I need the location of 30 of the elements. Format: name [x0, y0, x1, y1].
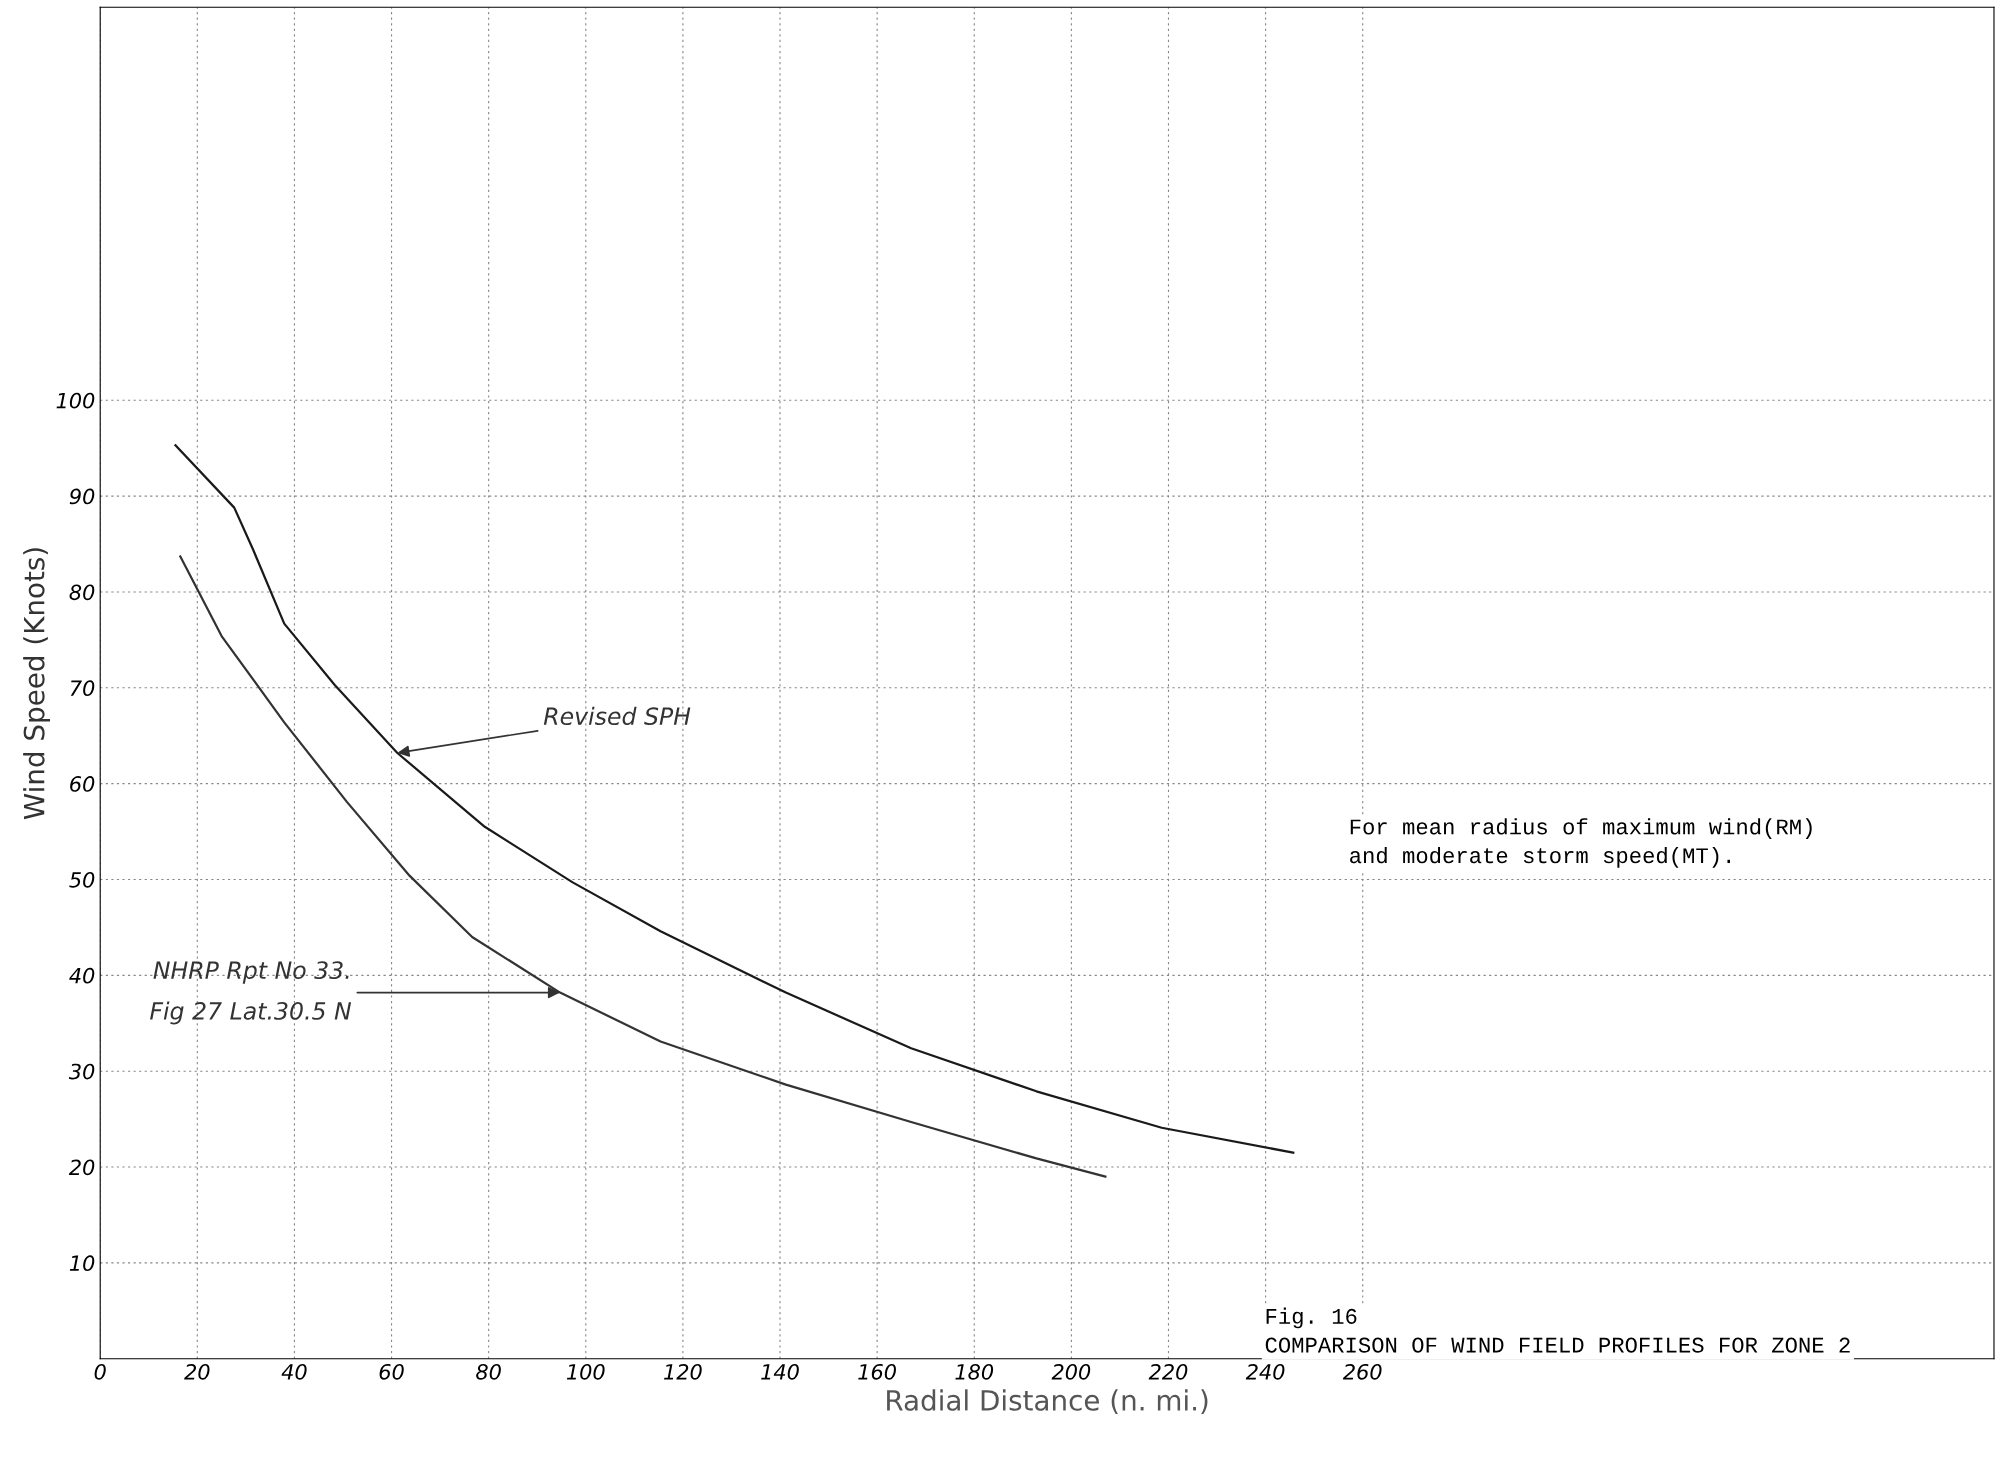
- y-tick-label: 40: [69, 967, 95, 984]
- y-tick-label: 90: [69, 488, 95, 505]
- x-tick-label: 60: [379, 1363, 404, 1380]
- annotation: Fig. 16 COMPARISON OF WIND FIELD PROFILES FOR ZONE 2: [1265, 1307, 1850, 1353]
- annotation: Revised SPH: [543, 706, 691, 726]
- x-tick-label: 20: [184, 1363, 210, 1380]
- annotation: For mean radius of maximum wind(RM) and moderate storm speed(MT).: [1350, 818, 1812, 868]
- x-tick-label: 100: [566, 1363, 605, 1380]
- x-tick-label: 200: [1051, 1363, 1091, 1380]
- x-tick-label: 260: [1342, 1363, 1382, 1380]
- x-tick-label: 120: [664, 1363, 702, 1380]
- x-axis-title: Radial Distance (n. mi.): [887, 1389, 1208, 1415]
- x-tick-label: 240: [1245, 1363, 1285, 1380]
- y-tick-label: 20: [68, 1159, 95, 1176]
- y-tick-label: 70: [70, 680, 95, 697]
- y-axis-title: Wind Speed (Knots): [23, 548, 51, 820]
- y-tick-label: 10: [69, 1255, 95, 1272]
- x-tick-label: 80: [476, 1363, 501, 1380]
- y-tick-label: 30: [68, 1063, 95, 1080]
- x-tick-label: 160: [858, 1363, 896, 1380]
- x-tick-label: 0: [94, 1363, 106, 1380]
- x-tick-label: 40: [281, 1363, 307, 1380]
- x-tick-label: 220: [1148, 1363, 1188, 1380]
- y-tick-label: 100: [56, 392, 95, 409]
- y-tick-label: 80: [69, 584, 95, 601]
- x-tick-label: 180: [955, 1363, 994, 1380]
- y-tick-label: 60: [70, 776, 95, 792]
- x-tick-label: 140: [761, 1363, 799, 1380]
- annotation: NHRP Rpt No 33. Fig 27 Lat.30.5 N: [150, 961, 352, 1025]
- y-tick-label: 50: [69, 871, 95, 888]
